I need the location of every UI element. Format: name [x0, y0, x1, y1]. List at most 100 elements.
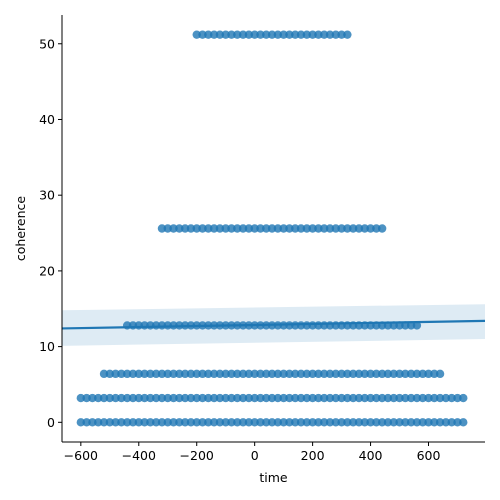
data-point: [186, 369, 196, 379]
data-point: [267, 418, 277, 427]
data-point: [157, 418, 167, 427]
data-point: [337, 224, 346, 233]
data-point: [285, 224, 294, 233]
data-point: [435, 418, 445, 427]
data-point: [221, 393, 230, 403]
data-point: [372, 418, 381, 427]
data-point: [105, 369, 115, 379]
y-tick-label: 0: [47, 415, 55, 430]
data-point: [163, 224, 172, 233]
data-point: [325, 369, 335, 379]
data-point: [424, 393, 433, 403]
data-point: [331, 369, 340, 379]
data-point: [88, 393, 97, 403]
y-tick-label: 50: [39, 36, 55, 51]
data-point: [198, 30, 207, 39]
data-point: [244, 418, 254, 427]
data-point: [175, 369, 184, 379]
data-point: [372, 369, 381, 379]
data-point: [314, 369, 323, 379]
data-point: [128, 393, 138, 403]
data-point: [279, 418, 288, 427]
data-point: [395, 393, 404, 403]
data-point: [244, 30, 254, 39]
data-point: [302, 393, 312, 403]
data-point: [88, 418, 97, 427]
data-point: [412, 369, 422, 379]
data-point: [412, 393, 422, 403]
data-point: [111, 393, 120, 403]
data-point: [169, 369, 178, 379]
data-point: [267, 30, 277, 39]
data-point: [343, 30, 352, 39]
data-point: [233, 224, 242, 233]
data-point: [337, 369, 346, 379]
data-point: [192, 418, 201, 427]
data-point: [308, 224, 317, 233]
data-point: [198, 224, 207, 233]
data-point: [99, 418, 109, 427]
data-point: [151, 393, 161, 403]
data-point: [325, 30, 335, 39]
data-point: [459, 418, 468, 427]
data-point: [406, 418, 416, 427]
data-point: [343, 224, 352, 233]
data-point: [128, 418, 138, 427]
data-point: [314, 30, 323, 39]
data-point: [325, 224, 335, 233]
data-point: [134, 393, 143, 403]
y-tick-label: 30: [39, 188, 55, 203]
data-point: [250, 30, 259, 39]
data-point: [412, 418, 422, 427]
data-point: [180, 393, 190, 403]
data-point: [348, 224, 358, 233]
data-point: [285, 30, 294, 39]
data-point: [354, 393, 364, 403]
data-point: [279, 393, 288, 403]
data-point: [180, 369, 190, 379]
data-point: [343, 369, 352, 379]
data-point: [122, 369, 132, 379]
data-point: [157, 224, 167, 233]
data-point: [134, 369, 143, 379]
data-point: [215, 30, 225, 39]
data-point: [343, 418, 352, 427]
data-point: [204, 393, 213, 403]
data-point: [418, 393, 427, 403]
data-point: [140, 393, 149, 403]
data-point: [308, 393, 317, 403]
data-point: [430, 418, 439, 427]
data-point: [238, 369, 248, 379]
data-point: [273, 30, 283, 39]
data-point: [441, 393, 451, 403]
data-point: [383, 418, 393, 427]
data-point: [320, 224, 329, 233]
data-point: [175, 418, 184, 427]
points-layer: [76, 30, 468, 427]
data-point: [256, 224, 265, 233]
data-point: [360, 369, 369, 379]
data-point: [273, 418, 283, 427]
data-point: [401, 393, 410, 403]
data-point: [262, 224, 271, 233]
data-point: [296, 224, 306, 233]
data-point: [291, 224, 300, 233]
data-point: [348, 393, 358, 403]
data-point: [285, 393, 294, 403]
data-point: [122, 418, 132, 427]
data-point: [383, 369, 393, 379]
data-point: [441, 418, 451, 427]
data-point: [285, 369, 294, 379]
data-point: [343, 393, 352, 403]
data-point: [389, 369, 398, 379]
data-point: [250, 418, 259, 427]
data-point: [204, 30, 213, 39]
data-point: [105, 418, 115, 427]
data-point: [389, 393, 398, 403]
data-point: [198, 393, 207, 403]
data-point: [169, 224, 178, 233]
y-ticks: 0 10 20 30 40 50: [39, 36, 62, 430]
data-point: [82, 418, 91, 427]
data-point: [140, 369, 149, 379]
data-point: [273, 393, 283, 403]
